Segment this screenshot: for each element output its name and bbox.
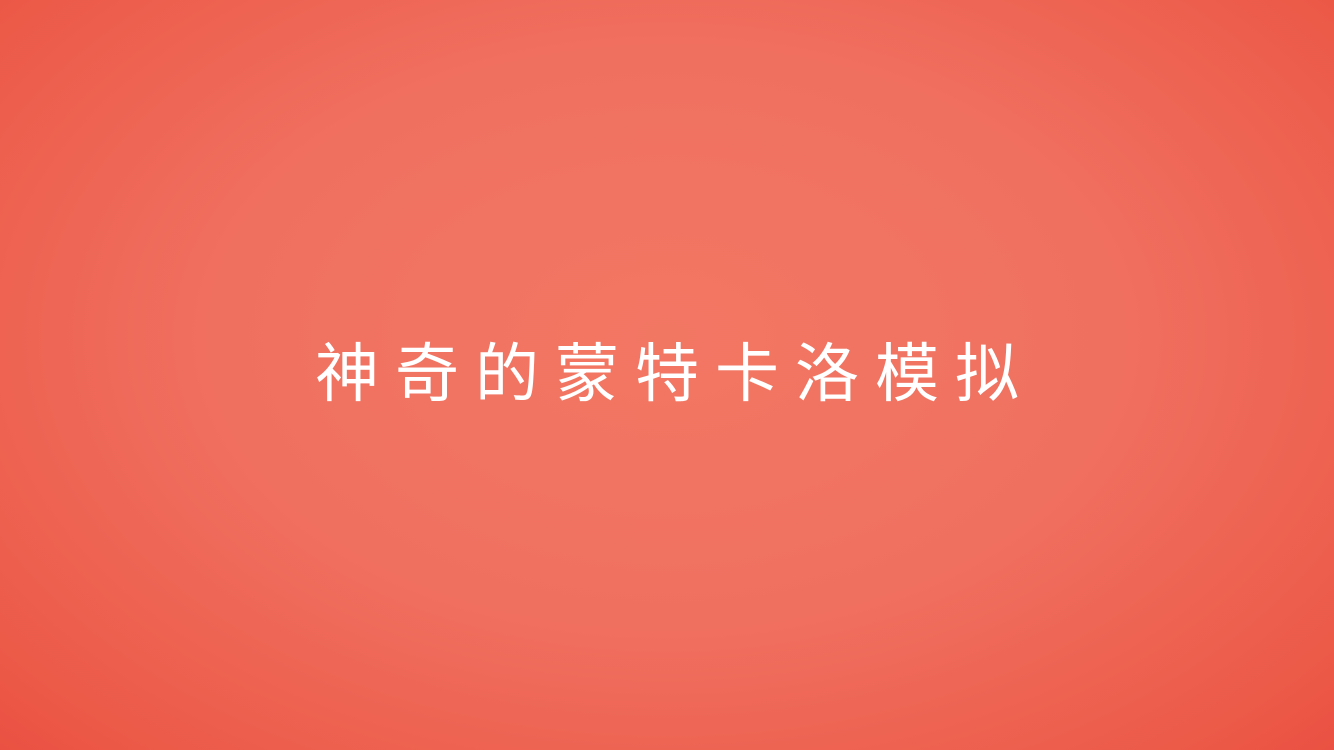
slide-title: 神奇的蒙特卡洛模拟 <box>0 330 1334 420</box>
